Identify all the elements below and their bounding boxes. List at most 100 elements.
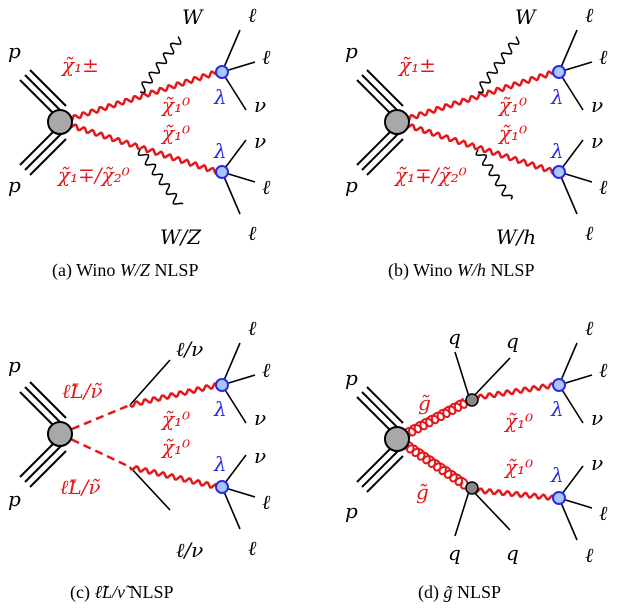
rpv-vertex-upper — [215, 65, 229, 79]
boson-upper-label: W — [515, 5, 537, 29]
quark-label: q — [506, 541, 519, 565]
proton-top-label: p — [8, 39, 21, 63]
wh-boson-lower — [475, 149, 514, 200]
leg-label: ℓ — [585, 543, 594, 567]
lower-sparticle-label: g̃ — [416, 480, 429, 504]
caption-b: (b) Wino W/h NLSP — [388, 260, 534, 281]
coupling-lower-label: λ — [550, 139, 564, 163]
rpv-vertex-lower — [215, 165, 229, 179]
caption-c: (c) ℓ̃L/ν̃ NLSP — [70, 582, 174, 603]
coupling-lower-label: λ — [213, 452, 227, 476]
decay-legs — [221, 342, 256, 530]
boson-lower-label: W/h — [496, 225, 536, 249]
upper-sparticle-label: χ̃₁± — [60, 53, 99, 77]
leg-label: ℓ — [585, 3, 594, 27]
lsp-lower-label: χ̃₁⁰ — [503, 455, 533, 479]
coupling-upper-label: λ — [213, 85, 227, 109]
decay-legs — [558, 342, 593, 541]
decay-legs — [221, 29, 256, 215]
leg-label: ℓ — [585, 221, 594, 245]
leg-label: ℓ — [599, 501, 608, 525]
upper-neutralino-line — [129, 382, 219, 408]
boson-lower-label: W/Z — [160, 225, 202, 249]
collision-vertex — [47, 421, 73, 447]
lepton-upper-label: ℓ/ν — [176, 337, 203, 361]
lower-neutralino-line — [472, 487, 557, 501]
collision-vertex — [384, 109, 410, 135]
leg-label: ℓ — [599, 175, 608, 199]
leg-label: ℓ — [248, 536, 257, 560]
leg-label: ℓ — [262, 45, 271, 69]
rpv-vertex-upper — [552, 378, 566, 392]
leg-label: ν — [254, 93, 266, 117]
leg-label: ν — [254, 444, 266, 468]
leg-label: ℓ — [248, 3, 257, 27]
leg-label: ℓ — [262, 490, 271, 514]
lsp-lower-label: χ̃₁⁰ — [160, 121, 190, 145]
coupling-lower-label: λ — [213, 139, 227, 163]
rpv-vertex-lower — [552, 491, 566, 505]
leg-label: ℓ — [599, 358, 608, 382]
lsp-upper-label: χ̃₁⁰ — [497, 93, 527, 117]
coupling-upper-label: λ — [550, 85, 564, 109]
lepton-lower-label: ℓ/ν — [176, 538, 203, 562]
proton-bottom-label: p — [345, 499, 358, 523]
leg-label: ℓ — [262, 358, 271, 382]
coupling-upper-label: λ — [213, 397, 227, 421]
leg-label: ℓ — [248, 221, 257, 245]
quark-label: q — [448, 541, 461, 565]
upper-chargino-line — [396, 70, 557, 125]
lsp-upper-label: χ̃₁⁰ — [160, 93, 190, 117]
lower-chargino-line — [395, 120, 556, 176]
panel-b-wino-wh: p p χ̃₁± χ̃₁∓/χ̃₂⁰ χ̃₁⁰ χ̃₁⁰ W W/h λ λ ℓ… — [345, 3, 608, 281]
leg-label: ℓ — [585, 316, 594, 340]
upper-sparticle-label: g̃ — [418, 391, 431, 415]
lsp-lower-label: χ̃₁⁰ — [497, 121, 527, 145]
quark-label: q — [448, 325, 461, 349]
rpv-vertex-upper — [552, 65, 566, 79]
upper-sparticle-label: χ̃₁± — [397, 53, 436, 77]
upper-chargino-line — [59, 70, 220, 125]
proton-bottom-label: p — [8, 173, 21, 197]
upper-sparticle-label: ℓ̃L/ν̃ — [62, 379, 103, 403]
leg-label: ν — [254, 406, 266, 430]
collision-vertex — [47, 109, 73, 135]
lower-sparticle-label: χ̃₁∓/χ̃₂⁰ — [393, 163, 467, 187]
leg-label: ν — [591, 93, 603, 117]
lower-sparticle-label: χ̃₁∓/χ̃₂⁰ — [56, 163, 130, 187]
proton-bottom-label: p — [8, 487, 21, 511]
lepton-lines — [129, 359, 171, 511]
lower-neutralino-line — [128, 465, 220, 489]
coupling-lower-label: λ — [550, 463, 564, 487]
decay-legs — [558, 29, 593, 215]
proton-top-label: p — [345, 366, 358, 390]
panel-c-slepton: p p ℓ̃L/ν̃ ℓ̃L/ν̃ χ̃₁⁰ χ̃₁⁰ ℓ/ν ℓ/ν λ λ … — [8, 316, 271, 603]
w-boson-upper — [477, 36, 520, 94]
quark-label: q — [506, 329, 519, 353]
lsp-upper-label: χ̃₁⁰ — [503, 409, 533, 433]
gluino-decay-vertex-upper — [465, 393, 479, 407]
gluino-decay-vertex-lower — [465, 481, 479, 495]
caption-a: (a) Wino W/Z NLSP — [52, 260, 198, 281]
leg-label: ℓ — [248, 316, 257, 340]
leg-label: ν — [591, 406, 603, 430]
rpv-vertex-lower — [552, 165, 566, 179]
coupling-upper-label: λ — [550, 397, 564, 421]
rpv-vertex-upper — [215, 378, 229, 392]
wz-boson-lower — [137, 149, 184, 205]
leg-label: ν — [591, 129, 603, 153]
caption-d: (d) g̃ NLSP — [418, 582, 501, 603]
w-boson-upper — [139, 36, 182, 94]
leg-label: ℓ — [599, 45, 608, 69]
panel-d-gluino: p p g̃ g̃ χ̃₁⁰ χ̃₁⁰ q q q q λ λ ℓ ℓ ν ν … — [345, 316, 608, 603]
rpv-vertex-lower — [215, 480, 229, 494]
proton-top-label: p — [345, 39, 358, 63]
upper-neutralino-line — [473, 381, 557, 401]
proton-bottom-label: p — [345, 173, 358, 197]
leg-label: ν — [254, 129, 266, 153]
quark-lines — [454, 351, 511, 537]
lower-sparticle-label: ℓ̃L/ν̃ — [60, 475, 101, 499]
panel-a-wino-wz: p p χ̃₁± χ̃₁∓/χ̃₂⁰ χ̃₁⁰ χ̃₁⁰ W W/Z λ λ ℓ… — [8, 3, 271, 281]
proton-top-label: p — [8, 353, 21, 377]
